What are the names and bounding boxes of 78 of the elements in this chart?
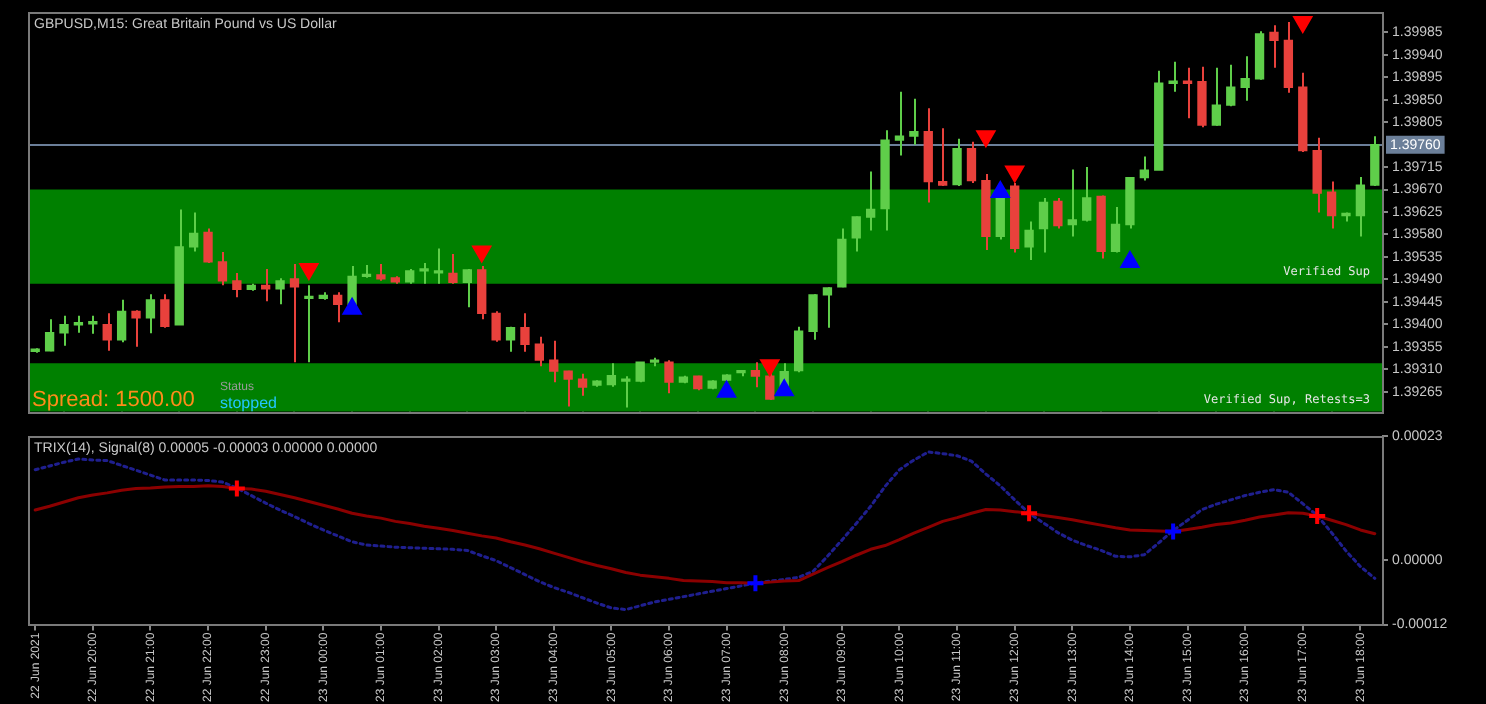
point (1307, 505, 1328, 526)
point (299, 262, 318, 279)
candlestick (1269, 24, 1279, 69)
candlestick (289, 262, 300, 364)
point (745, 573, 766, 594)
candlestick (1197, 65, 1207, 129)
candlestick (116, 298, 127, 344)
point (343, 298, 362, 315)
candlestick (491, 310, 501, 343)
point (1121, 251, 1139, 268)
candlestick (865, 170, 876, 232)
point (976, 130, 995, 147)
candlestick (1067, 168, 1077, 238)
candlestick (347, 264, 357, 306)
candlestick (664, 359, 674, 395)
candlestick (145, 293, 156, 335)
candlestick (217, 250, 228, 287)
candlestick (1139, 155, 1149, 182)
candlestick (549, 339, 559, 384)
candlestick (520, 312, 530, 353)
candlestick (1326, 180, 1337, 230)
candlestick (160, 293, 170, 329)
point (991, 182, 1010, 199)
candlestick (909, 97, 919, 146)
candlestick (966, 140, 977, 185)
candlestick (131, 309, 141, 348)
candlestick (59, 314, 69, 347)
candlestick (1355, 176, 1366, 238)
candlestick (577, 372, 588, 397)
candlestick (1370, 135, 1380, 188)
candlestick (448, 252, 458, 285)
candlestick (534, 335, 545, 368)
candlestick (765, 371, 775, 402)
candlestick (750, 361, 761, 389)
candlestick (1168, 60, 1178, 93)
candlestick (261, 267, 271, 303)
candlestick (433, 247, 444, 285)
point (775, 380, 794, 397)
candlestick (304, 284, 314, 364)
point (472, 245, 491, 262)
candlestick (606, 362, 617, 388)
candlestick (1240, 55, 1250, 102)
point (1019, 503, 1040, 524)
candlestick (232, 271, 242, 299)
candlestick (938, 127, 948, 188)
candlestick (1254, 30, 1265, 81)
candlestick (1312, 136, 1322, 214)
point (1005, 165, 1024, 182)
candlestick (1211, 66, 1222, 127)
candlestick (563, 369, 573, 408)
candlestick (44, 318, 55, 353)
candlestick (477, 264, 487, 321)
candlestick (1038, 197, 1049, 254)
candlestick (808, 293, 818, 341)
candlestick (505, 325, 516, 353)
candlestick (1110, 206, 1121, 254)
candlestick (203, 227, 213, 264)
candlestick (333, 291, 343, 324)
candlestick (462, 267, 472, 309)
candlestick (188, 211, 199, 253)
candlestick (1082, 166, 1092, 223)
candlestick (952, 137, 962, 188)
candlestick (419, 261, 429, 285)
candlestick (793, 325, 804, 374)
candlestick (275, 277, 285, 306)
candlestick (1053, 197, 1063, 230)
point (1163, 521, 1184, 542)
candlestick (1024, 220, 1034, 261)
candlestick (851, 215, 861, 253)
point (1293, 15, 1312, 32)
candlestick (822, 286, 833, 329)
point (717, 381, 736, 398)
annotation: stopped (220, 393, 277, 412)
point (226, 478, 247, 499)
candlestick (102, 312, 112, 352)
candlestick (894, 90, 905, 157)
annotation: Spread: 1500.00 (32, 387, 195, 412)
candlestick (1226, 63, 1236, 108)
